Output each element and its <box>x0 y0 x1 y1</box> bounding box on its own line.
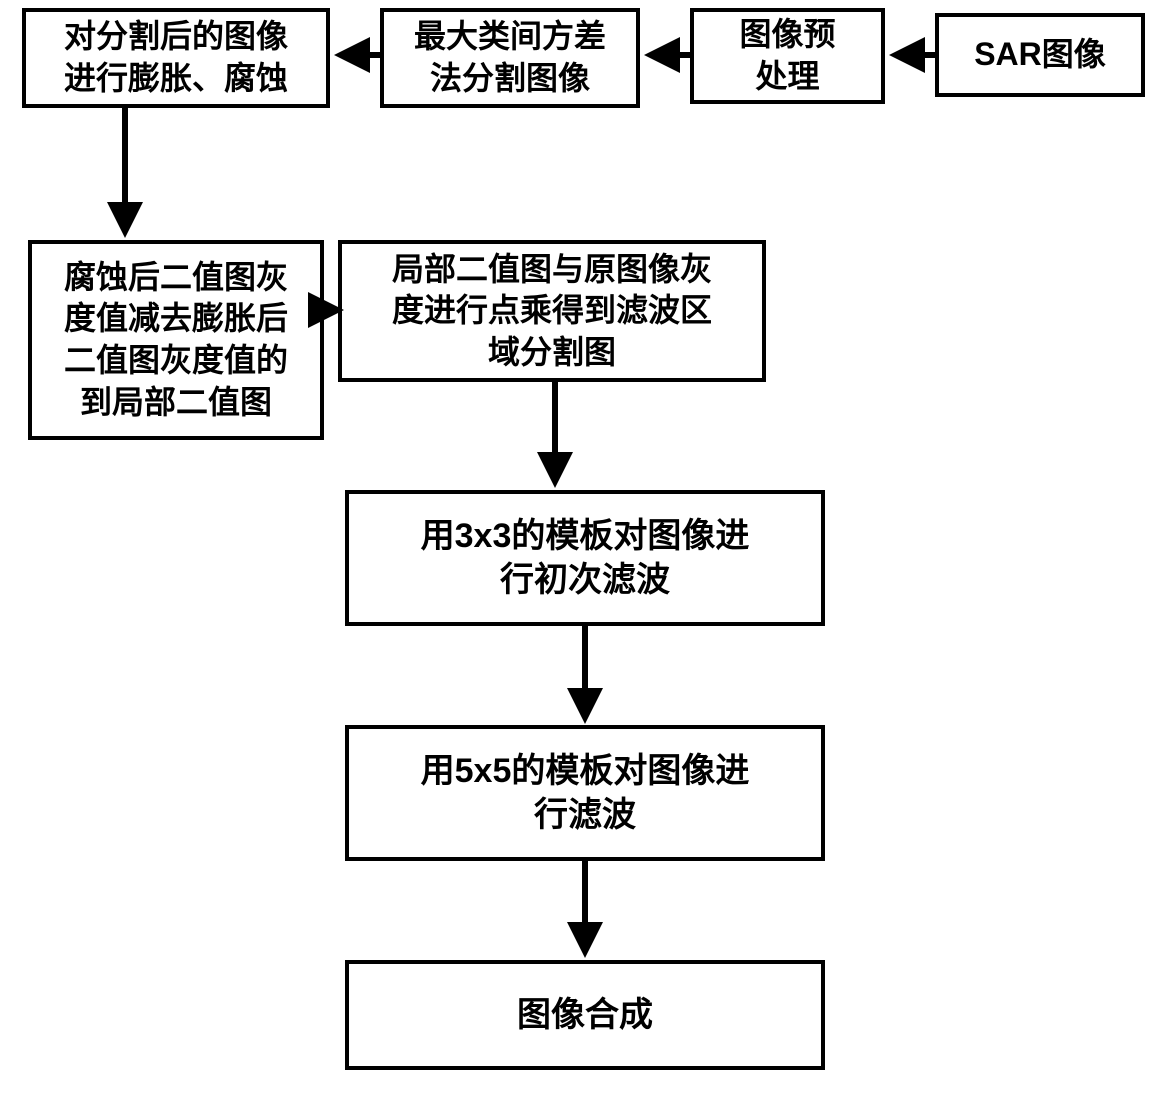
node-preprocess: 图像预 处理 <box>690 8 885 104</box>
node-pointwise-mult: 局部二值图与原图像灰 度进行点乘得到滤波区 域分割图 <box>338 240 766 382</box>
node-label: 用5x5的模板对图像进 行滤波 <box>421 749 750 837</box>
node-label: 最大类间方差 法分割图像 <box>414 16 606 99</box>
node-filter-5x5: 用5x5的模板对图像进 行滤波 <box>345 725 825 861</box>
node-dilate-erode: 对分割后的图像 进行膨胀、腐蚀 <box>22 8 330 108</box>
node-label: 局部二值图与原图像灰 度进行点乘得到滤波区 域分割图 <box>392 249 712 374</box>
node-image-compose: 图像合成 <box>345 960 825 1070</box>
node-label: 对分割后的图像 进行膨胀、腐蚀 <box>64 16 288 99</box>
node-label: SAR图像 <box>974 34 1106 76</box>
node-sar-image: SAR图像 <box>935 13 1145 97</box>
node-filter-3x3: 用3x3的模板对图像进 行初次滤波 <box>345 490 825 626</box>
node-label: 腐蚀后二值图灰 度值减去膨胀后 二值图灰度值的 到局部二值图 <box>64 257 288 423</box>
node-label: 图像合成 <box>517 993 653 1037</box>
node-otsu-segment: 最大类间方差 法分割图像 <box>380 8 640 108</box>
node-label: 图像预 处理 <box>739 14 835 97</box>
node-label: 用3x3的模板对图像进 行初次滤波 <box>421 514 750 602</box>
node-local-binary: 腐蚀后二值图灰 度值减去膨胀后 二值图灰度值的 到局部二值图 <box>28 240 324 440</box>
